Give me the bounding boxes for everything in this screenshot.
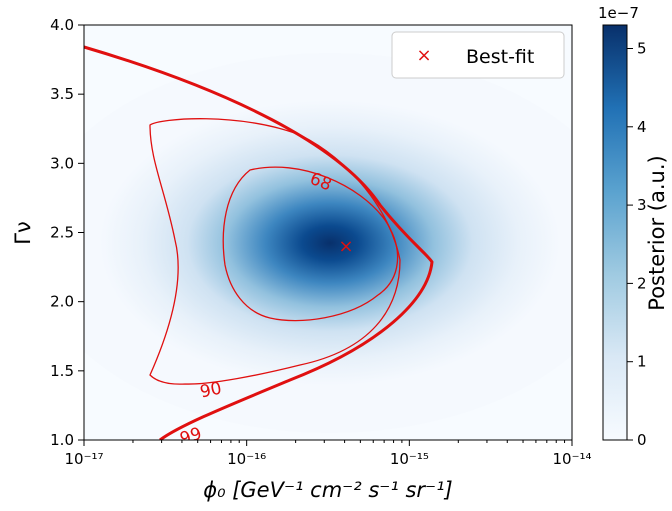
y-tick-label: 1.0 <box>50 431 74 449</box>
colorbar-label: Posterior (a.u.) <box>645 155 669 310</box>
x-axis-label: ϕ₀ [GeV⁻¹ cm⁻² s⁻¹ sr⁻¹] <box>203 478 452 502</box>
y-tick-label: 1.5 <box>50 362 74 380</box>
contour-label-99: 99 <box>178 424 205 450</box>
y-axis-label: Γν <box>11 221 35 244</box>
colorbar-tick-label: 4 <box>637 118 647 136</box>
legend-box <box>391 31 565 79</box>
colorbar: 1e−7 0 1 2 3 4 5 Posterior (a.u.) <box>598 4 669 449</box>
x-tick-label: 10⁻¹⁶ <box>227 450 266 468</box>
contour-label-90: 90 <box>198 378 223 402</box>
colorbar-tick-label: 2 <box>637 274 647 292</box>
y-axis: 1.0 1.5 2.0 2.5 3.0 3.5 4.0 <box>50 16 84 449</box>
y-tick-label: 2.0 <box>50 293 74 311</box>
contour-99 <box>84 45 434 440</box>
legend: × Best-fit <box>391 31 565 79</box>
y-tick-label: 2.5 <box>50 224 74 242</box>
y-tick-label: 3.5 <box>50 85 74 103</box>
y-tick-label: 3.0 <box>50 154 74 172</box>
plot-area: 68 90 99 × <box>83 24 573 450</box>
x-tick-label: 10⁻¹⁷ <box>64 450 103 468</box>
x-tick-label: 10⁻¹⁵ <box>390 450 429 468</box>
x-tick-label: 10⁻¹⁴ <box>552 450 591 468</box>
colorbar-tick-label: 5 <box>637 39 647 57</box>
contour-90 <box>149 118 401 385</box>
colorbar-tick-label: 0 <box>637 431 647 449</box>
y-tick-label: 4.0 <box>50 16 74 34</box>
legend-label: Best-fit <box>466 46 534 68</box>
colorbar-ticks: 0 1 2 3 4 5 <box>627 39 647 449</box>
colorbar-tick-label: 1 <box>637 353 647 371</box>
legend-marker: × <box>416 45 431 66</box>
contour-68 <box>222 166 399 322</box>
colorbar-multiplier: 1e−7 <box>598 4 639 22</box>
best-fit-marker: × <box>338 236 353 257</box>
posterior-density <box>84 53 572 433</box>
x-axis: 10⁻¹⁷ 10⁻¹⁶ 10⁻¹⁵ 10⁻¹⁴ <box>64 440 592 468</box>
colorbar-tick-label: 3 <box>637 196 647 214</box>
colorbar-gradient <box>602 24 628 441</box>
